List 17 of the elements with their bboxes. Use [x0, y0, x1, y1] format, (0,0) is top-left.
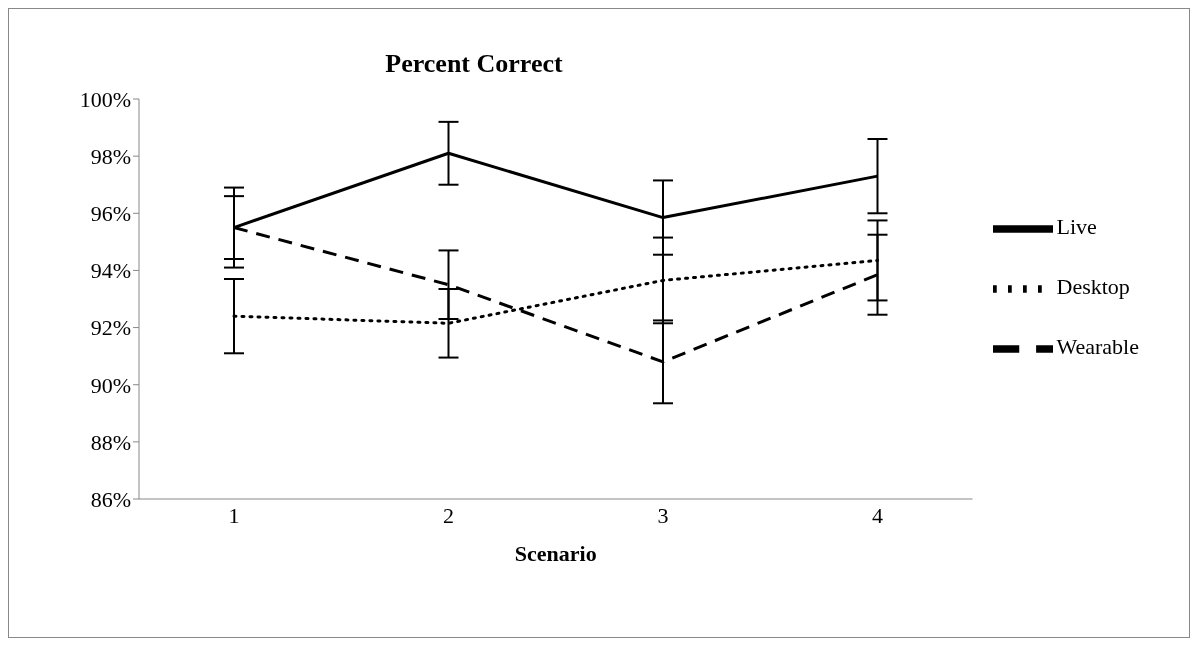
- y-tick-label: 92%: [90, 315, 131, 341]
- y-tick-label: 98%: [90, 143, 131, 169]
- y-tick-label: 100%: [79, 86, 131, 112]
- x-tick-label: 2: [443, 502, 454, 528]
- chart-title: Percent Correct: [384, 49, 564, 79]
- y-tick-label: 96%: [90, 201, 131, 227]
- y-tick-label: 90%: [90, 372, 131, 398]
- legend-label: Live: [1056, 214, 1097, 240]
- y-tick-label: 88%: [90, 429, 131, 455]
- x-axis-title: Scenario: [514, 541, 597, 566]
- y-tick-label: 94%: [90, 258, 131, 284]
- x-tick-label: 4: [872, 502, 883, 528]
- x-tick-label: 1: [228, 502, 240, 528]
- x-tick-label: 3: [657, 502, 669, 528]
- y-tick-label: 86%: [90, 486, 131, 512]
- legend-label: Desktop: [1056, 274, 1130, 300]
- legend-label: Wearable: [1056, 334, 1139, 360]
